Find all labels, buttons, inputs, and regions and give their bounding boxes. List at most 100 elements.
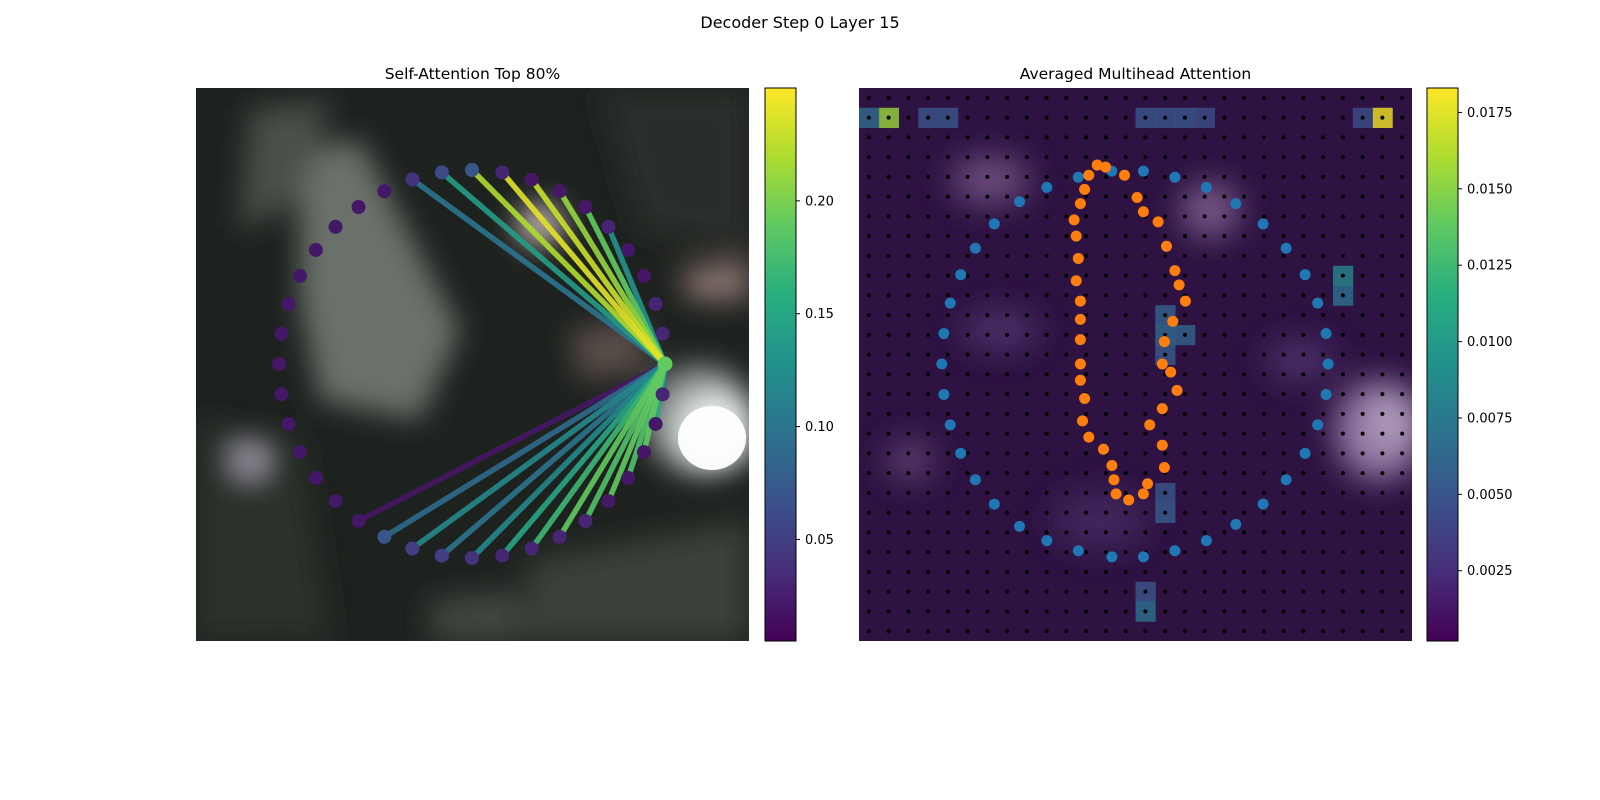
grid-dot: [1261, 155, 1266, 160]
grid-dot: [866, 411, 871, 416]
grid-dot: [945, 234, 950, 239]
grid-dot: [866, 372, 871, 377]
contour-point: [655, 387, 670, 402]
grid-dot: [945, 589, 950, 594]
grid-dot: [945, 214, 950, 219]
grid-dot: [1261, 293, 1266, 298]
grid-dot: [1321, 471, 1326, 476]
grid-dot: [1084, 589, 1089, 594]
attention-edge: [440, 170, 667, 367]
grid-dot: [1064, 589, 1069, 594]
grid-dot: [1123, 451, 1128, 456]
grid-dot: [1202, 234, 1207, 239]
grid-dot: [1400, 174, 1405, 179]
grid-dot: [1242, 214, 1247, 219]
grid-dot: [1163, 609, 1168, 614]
grid-dot: [1400, 490, 1405, 495]
grid-dot: [945, 155, 950, 160]
grid-dot: [886, 214, 891, 219]
orange-series-point: [1110, 488, 1122, 500]
grid-dot: [886, 273, 891, 278]
grid-dot: [1281, 569, 1286, 574]
grid-dot: [866, 490, 871, 495]
grid-dot: [1044, 155, 1049, 160]
grid-dot: [1321, 194, 1326, 199]
attention-edge: [470, 168, 667, 366]
grid-dot: [1222, 530, 1227, 535]
grid-dot: [1301, 431, 1306, 436]
grid-dot: [866, 629, 871, 634]
grid-dot: [1182, 352, 1187, 357]
grid-dot: [1024, 95, 1029, 100]
grid-dot: [886, 234, 891, 239]
grid-dot: [866, 510, 871, 515]
grid-dot: [985, 155, 990, 160]
blue-series-point: [1200, 535, 1212, 547]
grid-dot: [1143, 629, 1148, 634]
grid-dot: [1103, 510, 1108, 515]
grid-dot: [1222, 155, 1227, 160]
grid-dot: [1340, 214, 1345, 219]
grid-dot: [1400, 234, 1405, 239]
grid-dot: [1182, 451, 1187, 456]
grid-dot: [1360, 352, 1365, 357]
grid-dot: [1222, 372, 1227, 377]
grid-dot: [985, 392, 990, 397]
grid-dot: [1380, 194, 1385, 199]
grid-dot: [1084, 352, 1089, 357]
grid-dot: [1103, 589, 1108, 594]
grid-dot: [1084, 332, 1089, 337]
grid-dot: [1202, 629, 1207, 634]
grid-dot: [1340, 629, 1345, 634]
grid-dot: [1222, 411, 1227, 416]
orange-series-point: [1074, 374, 1086, 386]
grid-dot: [1163, 174, 1168, 179]
grid-dot: [985, 471, 990, 476]
grid-dot: [1182, 313, 1187, 318]
grid-dot: [1103, 431, 1108, 436]
orange-series-point: [1074, 295, 1086, 307]
contour-point: [281, 297, 296, 312]
grid-dot: [1242, 589, 1247, 594]
grid-dot: [1024, 451, 1029, 456]
grid-dot: [1261, 253, 1266, 258]
grid-dot: [906, 431, 911, 436]
grid-dot: [985, 530, 990, 535]
grid-dot: [1321, 253, 1326, 258]
grid-dot: [1281, 194, 1286, 199]
grid-dot: [1123, 352, 1128, 357]
blue-series-point: [1200, 181, 1212, 193]
grid-dot: [1163, 569, 1168, 574]
grid-dot: [1123, 510, 1128, 515]
grid-dot: [1360, 194, 1365, 199]
grid-dot: [1281, 629, 1286, 634]
contour-point: [655, 326, 670, 341]
blue-series-point: [1299, 447, 1311, 459]
grid-dot: [1321, 234, 1326, 239]
grid-dot: [866, 352, 871, 357]
grid-dot: [1084, 411, 1089, 416]
grid-dot: [985, 313, 990, 318]
contour-point: [405, 172, 420, 187]
grid-dot: [1281, 609, 1286, 614]
grid-dot: [1182, 550, 1187, 555]
grid-dot: [945, 115, 950, 120]
grid-dot: [1064, 214, 1069, 219]
grid-dot: [1163, 155, 1168, 160]
orange-series-point: [1074, 334, 1086, 346]
grid-dot: [1400, 451, 1405, 456]
grid-dot: [1242, 273, 1247, 278]
grid-dot: [1024, 214, 1029, 219]
orange-series-point: [1165, 366, 1177, 378]
grid-dot: [985, 332, 990, 337]
grid-dot: [1005, 135, 1010, 140]
grid-dot: [1242, 510, 1247, 515]
grid-dot: [1400, 569, 1405, 574]
grid-dot: [1301, 234, 1306, 239]
grid-dot: [1340, 530, 1345, 535]
grid-dot: [1202, 589, 1207, 594]
grid-dot: [886, 589, 891, 594]
grid-dot: [926, 214, 931, 219]
blue-series-point: [1137, 165, 1149, 177]
orange-series-point: [1144, 419, 1156, 431]
